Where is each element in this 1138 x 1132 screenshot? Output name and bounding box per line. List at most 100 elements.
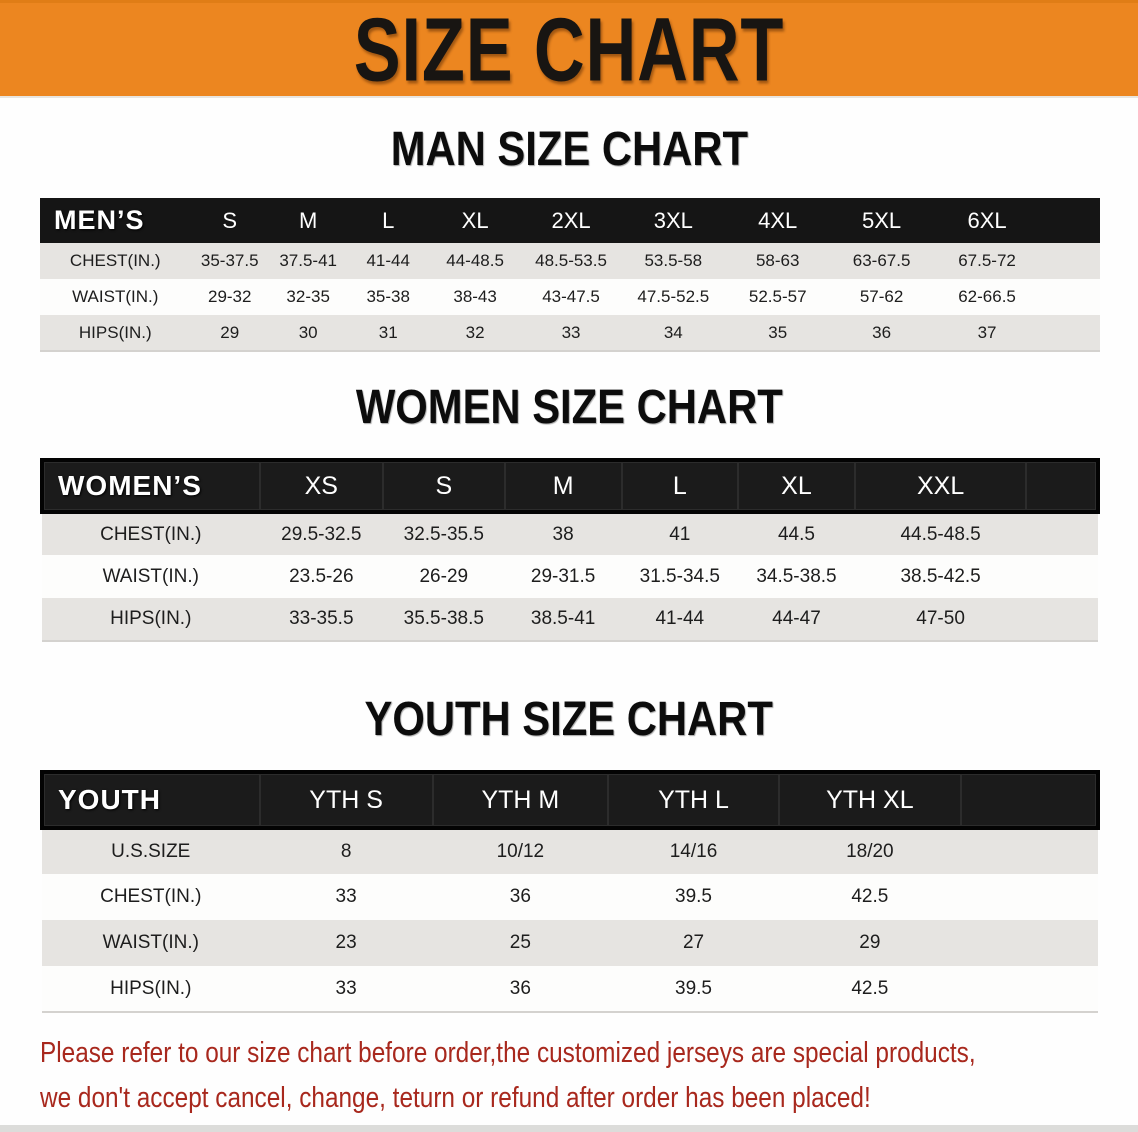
measurement-label: CHEST(IN.) — [40, 243, 191, 279]
spacer-cell — [960, 874, 1098, 920]
measurement-value: 34.5-38.5 — [737, 555, 856, 598]
measurement-value: 48.5-53.5 — [521, 243, 621, 279]
measurement-label: U.S.SIZE — [42, 828, 260, 874]
measurement-value: 14/16 — [607, 828, 780, 874]
women-section-title: WOMEN SIZE CHART — [0, 382, 1138, 434]
measurement-value: 42.5 — [779, 874, 961, 920]
spacer-cell — [1026, 458, 1100, 514]
measurement-value: 33 — [521, 315, 621, 351]
group-label: YOUTH — [40, 770, 260, 830]
measurement-value: 18/20 — [779, 828, 961, 874]
measurement-label: WAIST(IN.) — [42, 555, 260, 598]
measurement-label: WAIST(IN.) — [40, 279, 191, 315]
women-size-table: WOMEN’S XS S M L XL XXL CHEST(IN.) 29.5-32.5 32.5… — [40, 458, 1100, 642]
measurement-value: 38 — [504, 512, 622, 555]
measurement-row: U.S.SIZE 8 10/12 14/16 18/20 — [42, 828, 1098, 874]
measurement-value: 41-44 — [621, 598, 738, 641]
measurement-value: 41-44 — [347, 243, 429, 279]
measurement-value: 35-37.5 — [190, 243, 269, 279]
measurement-value: 30 — [268, 315, 348, 351]
spacer-cell — [1040, 279, 1100, 315]
spacer-cell — [1026, 555, 1098, 598]
measurement-value: 38-43 — [429, 279, 522, 315]
measurement-value: 53.5-58 — [620, 243, 726, 279]
measurement-value: 32 — [429, 315, 522, 351]
size-column-header: YTH M — [432, 770, 608, 830]
measurement-value: 29-32 — [190, 279, 269, 315]
measurement-value: 33 — [259, 966, 433, 1012]
measurement-value: 29 — [190, 315, 269, 351]
measurement-row: CHEST(IN.) 35-37.5 37.5-41 41-44 44-48.5 48.5… — [40, 243, 1100, 279]
measurement-value: 36 — [432, 966, 608, 1012]
measurement-value: 44-48.5 — [429, 243, 522, 279]
size-column-header: L — [621, 458, 738, 514]
measurement-value: 67.5-72 — [933, 243, 1041, 279]
measurement-value: 35-38 — [347, 279, 429, 315]
size-header-row: WOMEN’S XS S M L XL XXL — [40, 458, 1100, 514]
women-size-chart-section: WOMEN SIZE CHART WOMEN’S XS S M L XL XXL CHEST(I… — [0, 382, 1138, 642]
measurement-value: 32.5-35.5 — [383, 512, 505, 555]
men-size-chart-section: MAN SIZE CHART MEN’S S M L XL 2XL 3XL 4XL 5XL 6XL C… — [0, 124, 1138, 352]
spacer-cell — [1040, 315, 1100, 351]
measurement-value: 63-67.5 — [829, 243, 934, 279]
measurement-value: 36 — [829, 315, 934, 351]
measurement-row: HIPS(IN.) 33-35.5 35.5-38.5 38.5-41 41-44 44-… — [42, 598, 1098, 641]
measurement-value: 23.5-26 — [259, 555, 384, 598]
measurement-value: 44.5 — [737, 512, 856, 555]
measurement-row: CHEST(IN.) 29.5-32.5 32.5-35.5 38 41 44.5 44.5… — [42, 512, 1098, 555]
measurement-label: HIPS(IN.) — [40, 315, 191, 351]
size-column-header: 3XL — [620, 198, 726, 243]
section-title-text: YOUTH SIZE CHART — [364, 693, 774, 746]
measurement-value: 43-47.5 — [521, 279, 621, 315]
measurement-value: 25 — [432, 920, 608, 966]
measurement-row: WAIST(IN.) 23.5-26 26-29 29-31.5 31.5-34.5 34… — [42, 555, 1098, 598]
size-column-header: YTH L — [607, 770, 780, 830]
spacer-cell — [1026, 598, 1098, 641]
section-title-text: WOMEN SIZE CHART — [355, 381, 783, 434]
size-column-header: S — [190, 198, 269, 243]
youth-size-table: YOUTH YTH S YTH M YTH L YTH XL U.S.SIZE 8 10/12… — [40, 770, 1101, 1013]
size-column-header: 4XL — [725, 198, 830, 243]
bottom-edge-strip — [0, 1125, 1138, 1132]
spacer-cell — [960, 828, 1098, 874]
men-section-title: MAN SIZE CHART — [0, 124, 1138, 176]
men-table-wrap: MEN’S S M L XL 2XL 3XL 4XL 5XL 6XL CHEST(IN.) 35-37… — [40, 198, 1100, 352]
measurement-value: 37.5-41 — [268, 243, 348, 279]
measurement-value: 23 — [259, 920, 433, 966]
measurement-value: 47.5-52.5 — [620, 279, 726, 315]
measurement-value: 35 — [725, 315, 830, 351]
measurement-row: CHEST(IN.) 33 36 39.5 42.5 — [42, 874, 1098, 920]
size-column-header: M — [504, 458, 622, 514]
disclaimer-line-2: we don't accept cancel, change, teturn o… — [40, 1082, 871, 1114]
measurement-row: WAIST(IN.) 23 25 27 29 — [42, 920, 1098, 966]
measurement-value: 35.5-38.5 — [383, 598, 505, 641]
youth-section-title: YOUTH SIZE CHART — [0, 694, 1138, 746]
measurement-value: 29-31.5 — [504, 555, 622, 598]
measurement-value: 57-62 — [829, 279, 934, 315]
measurement-value: 38.5-41 — [504, 598, 622, 641]
size-column-header: XL — [737, 458, 856, 514]
measurement-label: WAIST(IN.) — [42, 920, 260, 966]
youth-table-wrap: YOUTH YTH S YTH M YTH L YTH XL U.S.SIZE 8 10/12… — [40, 770, 1101, 1013]
spacer-cell — [1040, 243, 1100, 279]
youth-size-chart-section: YOUTH SIZE CHART YOUTH YTH S YTH M YTH L YTH … — [0, 694, 1138, 1013]
measurement-label: CHEST(IN.) — [42, 874, 260, 920]
measurement-value: 39.5 — [607, 966, 780, 1012]
sections-host: MAN SIZE CHART MEN’S S M L XL 2XL 3XL 4XL 5XL 6XL C… — [0, 124, 1138, 1013]
measurement-row: WAIST(IN.) 29-32 32-35 35-38 38-43 43-47.5 47.… — [40, 279, 1100, 315]
measurement-value: 33 — [259, 874, 433, 920]
measurement-value: 52.5-57 — [725, 279, 830, 315]
measurement-value: 62-66.5 — [933, 279, 1041, 315]
spacer-cell — [1026, 512, 1098, 555]
size-column-header: YTH XL — [779, 770, 961, 830]
measurement-label: HIPS(IN.) — [42, 966, 260, 1012]
measurement-value: 58-63 — [725, 243, 830, 279]
measurement-label: HIPS(IN.) — [42, 598, 260, 641]
banner-title: SIZE CHART — [353, 0, 785, 100]
size-column-header: XL — [429, 198, 522, 243]
measurement-value: 8 — [259, 828, 433, 874]
measurement-value: 41 — [621, 512, 738, 555]
measurement-value: 32-35 — [268, 279, 348, 315]
measurement-value: 29 — [779, 920, 961, 966]
size-column-header: YTH S — [259, 770, 433, 830]
